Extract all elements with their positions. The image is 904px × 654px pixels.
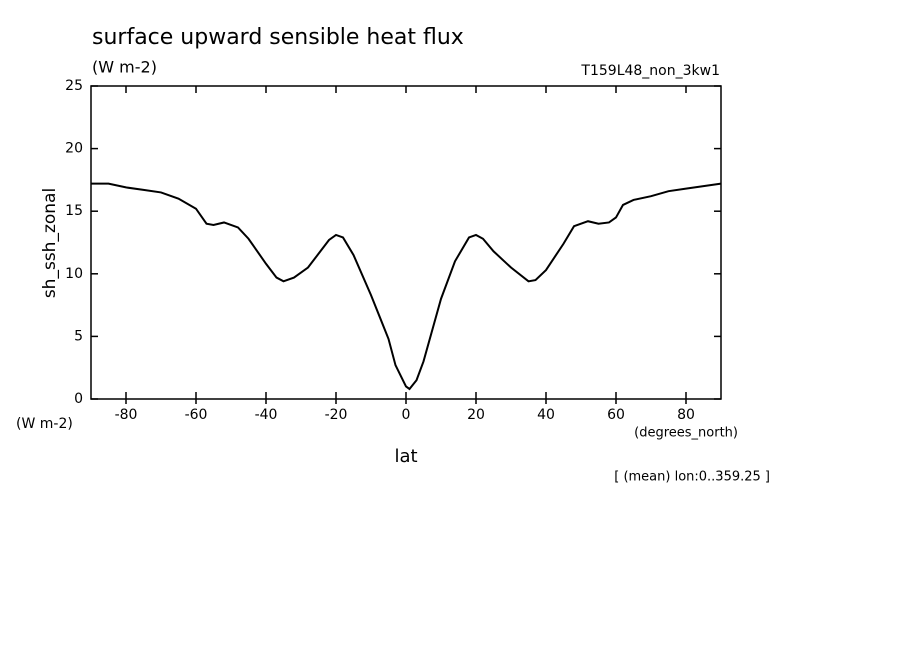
x-tick-label: -60 [185, 407, 208, 423]
chart-title: surface upward sensible heat flux [92, 25, 464, 50]
x-tick-label: 0 [402, 407, 411, 423]
x-tick-label: -20 [325, 407, 348, 423]
note: [ (mean) lon:0..359.25 ] [614, 470, 770, 485]
y-tick-label: 5 [74, 328, 83, 344]
y-axis-label: sh_ssh_zonal [40, 188, 60, 298]
x-tick-label: -80 [115, 407, 138, 423]
x-tick-label: -40 [255, 407, 278, 423]
run-label: T159L48_non_3kw1 [580, 63, 720, 79]
data-line [91, 182, 722, 391]
y-units: (W m-2) [16, 416, 73, 432]
y-tick-label: 0 [74, 391, 83, 407]
x-tick-label: 80 [677, 407, 695, 423]
x-tick-label: 20 [467, 407, 485, 423]
y-tick-label: 20 [65, 141, 83, 157]
y-tick-label: 15 [65, 203, 83, 219]
y-tick-label: 10 [65, 266, 83, 282]
units: (W m-2) [92, 58, 157, 77]
y-tick-label: 25 [65, 78, 83, 94]
x-tick-label: 60 [607, 407, 625, 423]
x-units: (degrees_north) [634, 426, 738, 441]
x-tick-label: 40 [537, 407, 555, 423]
x-axis-label: lat [394, 446, 417, 467]
